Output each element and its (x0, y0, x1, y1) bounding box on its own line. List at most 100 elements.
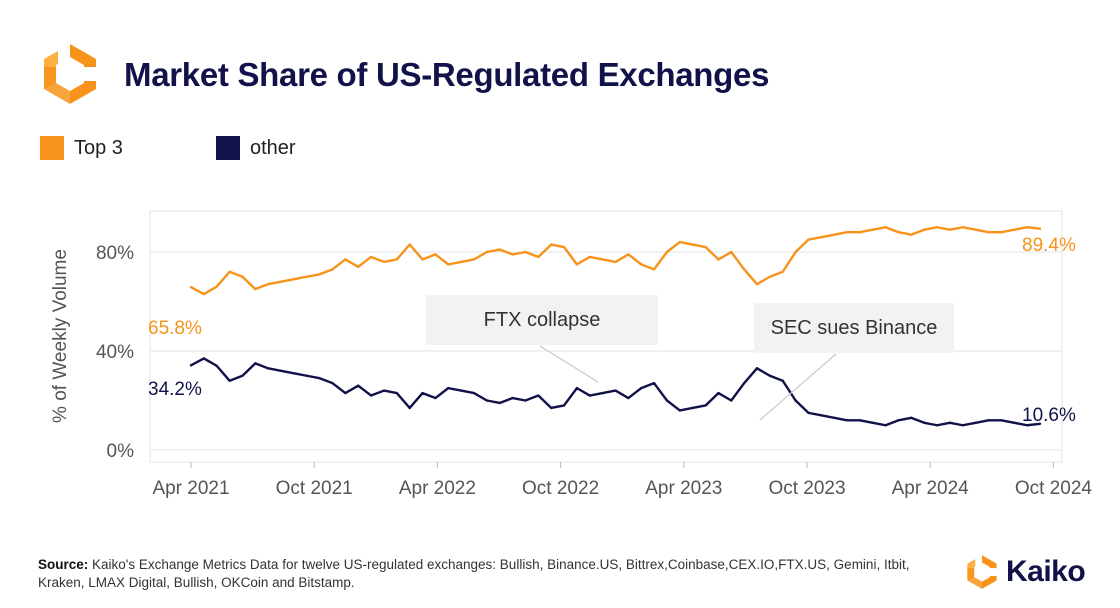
data-point-top3 (434, 253, 437, 256)
data-point-top3 (215, 285, 218, 288)
data-point-other (961, 424, 965, 427)
data-point-top3 (807, 238, 810, 241)
legend-label-top3: Top 3 (74, 136, 123, 159)
data-point-top3 (820, 235, 823, 239)
market-share-chart: 0% 40% 80% % of Weekly Volume Apr 2021 Oct 20… (50, 210, 1093, 499)
data-point-top3 (717, 258, 720, 261)
data-point-other (755, 367, 759, 370)
data-point-top3 (858, 231, 862, 234)
source-note: Source: Kaiko's Exchange Metrics Data fo… (38, 556, 958, 592)
data-point-other (935, 424, 939, 427)
data-point-top3 (897, 231, 900, 234)
data-point-top3 (755, 282, 759, 286)
data-point-other (627, 396, 630, 400)
data-point-other (408, 406, 411, 410)
data-point-top3 (1013, 228, 1016, 231)
data-point-other (601, 391, 604, 395)
x-tick-label: Apr 2021 (152, 478, 229, 499)
end-label-top3: 89.4% (1022, 235, 1076, 256)
data-point-top3 (318, 273, 321, 276)
brand-name: Kaiko (1006, 555, 1086, 588)
data-point-top3 (614, 260, 617, 264)
data-point-other (241, 374, 244, 377)
data-point-other (1038, 422, 1042, 425)
data-point-top3 (987, 231, 990, 234)
kaiko-hexagon-logo-icon (44, 44, 96, 104)
data-point-top3 (1025, 226, 1029, 229)
data-point-top3 (871, 228, 874, 231)
data-point-top3 (189, 285, 193, 289)
data-point-other (395, 391, 399, 395)
data-point-other (357, 384, 360, 387)
data-point-other (421, 391, 424, 395)
data-point-other (279, 369, 283, 372)
x-tick-label: Apr 2023 (645, 478, 722, 499)
legend-item-top3: Top 3 (40, 136, 123, 160)
data-point-top3 (266, 282, 270, 286)
data-point-top3 (549, 243, 553, 246)
data-point-top3 (640, 263, 643, 266)
data-point-other (923, 421, 926, 424)
source-text: Kaiko's Exchange Metrics Data for twelve… (38, 557, 910, 590)
legend-item-other: other (216, 136, 296, 160)
data-point-other (820, 414, 823, 417)
start-label-other: 34.2% (148, 379, 202, 400)
x-tick-label: Oct 2023 (768, 478, 845, 499)
data-point-top3 (588, 255, 591, 259)
data-point-other (717, 391, 720, 395)
legend-label-other: other (250, 136, 296, 159)
data-point-top3 (923, 228, 926, 231)
annotation-leader-line (759, 353, 837, 421)
data-point-top3 (241, 275, 244, 278)
annotation-label: SEC sues Binance (771, 317, 938, 339)
legend-swatch-top3 (40, 136, 64, 160)
brand-mark: Kaiko (964, 552, 1086, 592)
data-point-other (549, 406, 553, 410)
data-point-top3 (498, 248, 501, 251)
data-point-top3 (974, 228, 977, 231)
data-point-other (858, 419, 862, 422)
data-point-top3 (961, 226, 965, 229)
data-point-other (202, 357, 206, 360)
annotation-leader-line (539, 345, 599, 383)
data-point-top3 (601, 258, 604, 261)
data-point-top3 (459, 260, 463, 264)
data-point-top3 (781, 270, 784, 273)
annotation-box (754, 303, 954, 353)
page-title: Market Share of US-Regulated Exchanges (124, 56, 770, 93)
data-point-top3 (910, 233, 913, 236)
data-point-other (652, 381, 656, 385)
data-point-other (524, 399, 527, 402)
data-point-top3 (832, 233, 836, 236)
end-label-other: 10.6% (1022, 405, 1076, 426)
data-point-top3 (369, 255, 373, 259)
data-point-other (331, 381, 334, 385)
data-point-other (447, 386, 450, 390)
data-point-other (434, 396, 437, 400)
data-point-other (640, 386, 643, 390)
data-point-top3 (730, 250, 733, 254)
data-point-other (987, 419, 990, 422)
data-point-top3 (447, 263, 450, 266)
data-point-top3 (511, 253, 514, 256)
data-point-top3 (524, 250, 527, 254)
data-point-other (974, 421, 977, 424)
data-point-top3 (395, 258, 399, 261)
data-point-top3 (678, 240, 682, 244)
data-point-top3 (305, 275, 308, 278)
x-tick-label: Oct 2022 (522, 478, 599, 499)
start-label-top3: 65.8% (148, 318, 202, 339)
data-point-other (794, 399, 797, 402)
data-point-top3 (575, 263, 579, 266)
data-point-other (691, 406, 694, 410)
data-point-top3 (408, 243, 411, 246)
data-point-top3 (691, 243, 694, 246)
data-point-other (575, 386, 579, 390)
data-point-top3 (382, 260, 386, 264)
legend-swatch-other (216, 136, 240, 160)
data-point-other (459, 389, 463, 392)
data-point-other (537, 394, 540, 397)
data-point-other (897, 419, 900, 422)
x-tick-label: Oct 2024 (1015, 478, 1093, 499)
data-point-other (318, 377, 321, 380)
